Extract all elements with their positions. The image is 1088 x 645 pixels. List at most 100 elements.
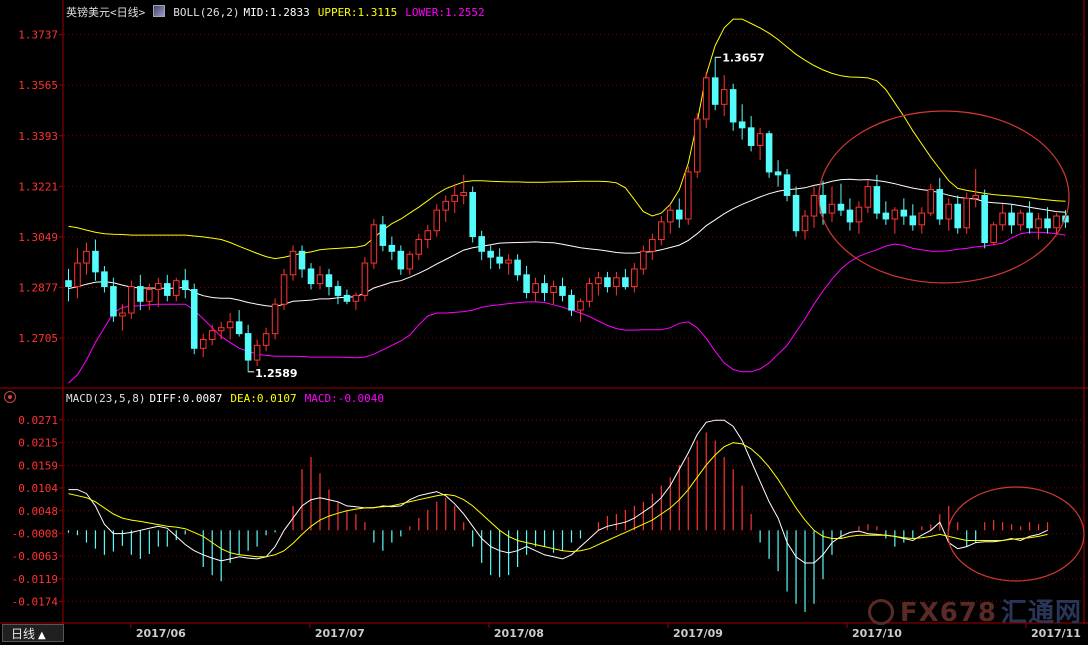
candle-body xyxy=(478,236,485,252)
candle-body xyxy=(855,206,863,223)
candle-body xyxy=(424,230,432,241)
candle-body xyxy=(235,321,243,335)
candle-body xyxy=(568,294,575,311)
candle-body xyxy=(658,221,665,241)
date-tick-label: 2017/06 xyxy=(136,627,186,640)
price-annotations: 1.3657 1.2589 xyxy=(248,51,765,380)
candle-body xyxy=(900,209,908,217)
price-tick-label: 1.3565 xyxy=(18,79,58,92)
macd-histogram xyxy=(67,432,1049,612)
candle-body xyxy=(577,300,584,311)
macd-indicator-label[interactable]: MACD(23,5,8) xyxy=(66,392,146,405)
watermark-latin: FX678 xyxy=(899,598,997,628)
macd-legend: MACD(23,5,8) DIFF:0.0087 DEA:0.0107 MACD:-0… xyxy=(66,392,392,406)
candle-body xyxy=(523,274,530,293)
candle-body xyxy=(298,250,306,270)
candle-body xyxy=(774,171,782,176)
macd-grid xyxy=(64,419,1084,602)
candle-body xyxy=(613,277,620,288)
candle-body xyxy=(954,203,962,229)
extreme-label: 1.2589 xyxy=(255,367,297,380)
candle-body xyxy=(226,321,234,329)
candle-body xyxy=(783,174,791,196)
fx678-logo-icon xyxy=(867,599,894,625)
candle-body xyxy=(469,192,476,238)
candle-body xyxy=(190,289,198,349)
candle-body xyxy=(990,224,997,243)
macd-tick-label: -0.0119 xyxy=(12,573,58,586)
candle-body xyxy=(711,77,719,105)
candle-body xyxy=(1053,215,1060,229)
boll-lower-line xyxy=(68,231,1066,384)
date-tick-label: 2017/11 xyxy=(1031,627,1081,640)
candle-body xyxy=(936,189,944,220)
boll-indicator-label[interactable]: BOLL(26,2) xyxy=(173,6,240,19)
candle-body xyxy=(217,327,225,332)
price-highlight-ellipse xyxy=(818,110,1070,284)
candle-body xyxy=(882,212,890,220)
fx678-watermark: FX678 汇通网 xyxy=(867,592,1082,629)
boll-indicator-icon[interactable] xyxy=(153,5,166,17)
candle-body xyxy=(738,121,746,129)
extreme-label: 1.3657 xyxy=(722,51,764,64)
candle-body xyxy=(172,280,180,296)
macd-highlight-ellipse xyxy=(947,486,1085,582)
candle-body xyxy=(388,244,396,252)
candle-body xyxy=(999,212,1006,226)
candle-body xyxy=(828,203,836,214)
candle-body xyxy=(316,274,324,285)
candle-body xyxy=(146,289,153,302)
candle-body xyxy=(693,118,701,173)
candle-body xyxy=(1035,218,1042,229)
macd-diff-line xyxy=(68,419,1048,564)
candle-body xyxy=(702,77,710,120)
candle-body xyxy=(1026,212,1033,229)
price-tick-label: 1.3393 xyxy=(18,130,58,143)
candle-body xyxy=(631,268,638,288)
candle-body xyxy=(208,330,216,340)
candlesticks xyxy=(65,57,1069,372)
candle-body xyxy=(92,250,99,273)
candle-body xyxy=(361,262,369,296)
candle-body xyxy=(289,250,297,276)
bollinger-lines xyxy=(68,18,1066,384)
candle-body xyxy=(972,194,979,199)
period-label: 日线 xyxy=(11,627,36,641)
instrument-title[interactable]: 英镑美元<日线> xyxy=(66,6,146,19)
candle-body xyxy=(496,256,503,264)
candle-body xyxy=(1044,218,1051,229)
date-tick-label: 2017/07 xyxy=(315,627,365,640)
candle-body xyxy=(181,280,189,291)
candle-body xyxy=(343,294,351,302)
candle-body xyxy=(505,259,512,264)
boll-upper-line xyxy=(68,18,1066,260)
indicator-menu-icon[interactable] xyxy=(4,391,16,403)
candle-body xyxy=(415,239,423,255)
candle-body xyxy=(837,203,845,211)
candle-body xyxy=(406,253,414,270)
candle-body xyxy=(119,312,126,317)
candle-body xyxy=(909,215,917,226)
price-tick-label: 1.2877 xyxy=(18,281,58,294)
candle-body xyxy=(397,250,405,270)
candle-body xyxy=(532,283,539,293)
candle-body xyxy=(873,186,881,214)
candle-body xyxy=(765,133,773,173)
date-axis: 2017/06 2017/07 2017/08 2017/09 2017/10 2017/… xyxy=(130,623,1081,640)
candle-body xyxy=(667,209,674,223)
period-selector-button[interactable]: 日线 ▲ xyxy=(2,624,64,642)
candle-body xyxy=(675,209,683,220)
candle-body xyxy=(550,286,557,293)
macd-tick-label: 0.0048 xyxy=(18,505,58,518)
candle-body xyxy=(271,303,279,335)
candle-body xyxy=(164,283,171,296)
candle-body xyxy=(622,277,629,288)
candle-body xyxy=(559,286,566,296)
candle-body xyxy=(460,192,467,196)
candle-body xyxy=(280,274,288,305)
candle-body xyxy=(379,224,387,246)
candle-body xyxy=(864,186,872,208)
candle-body xyxy=(65,280,72,288)
candle-body xyxy=(262,333,270,346)
